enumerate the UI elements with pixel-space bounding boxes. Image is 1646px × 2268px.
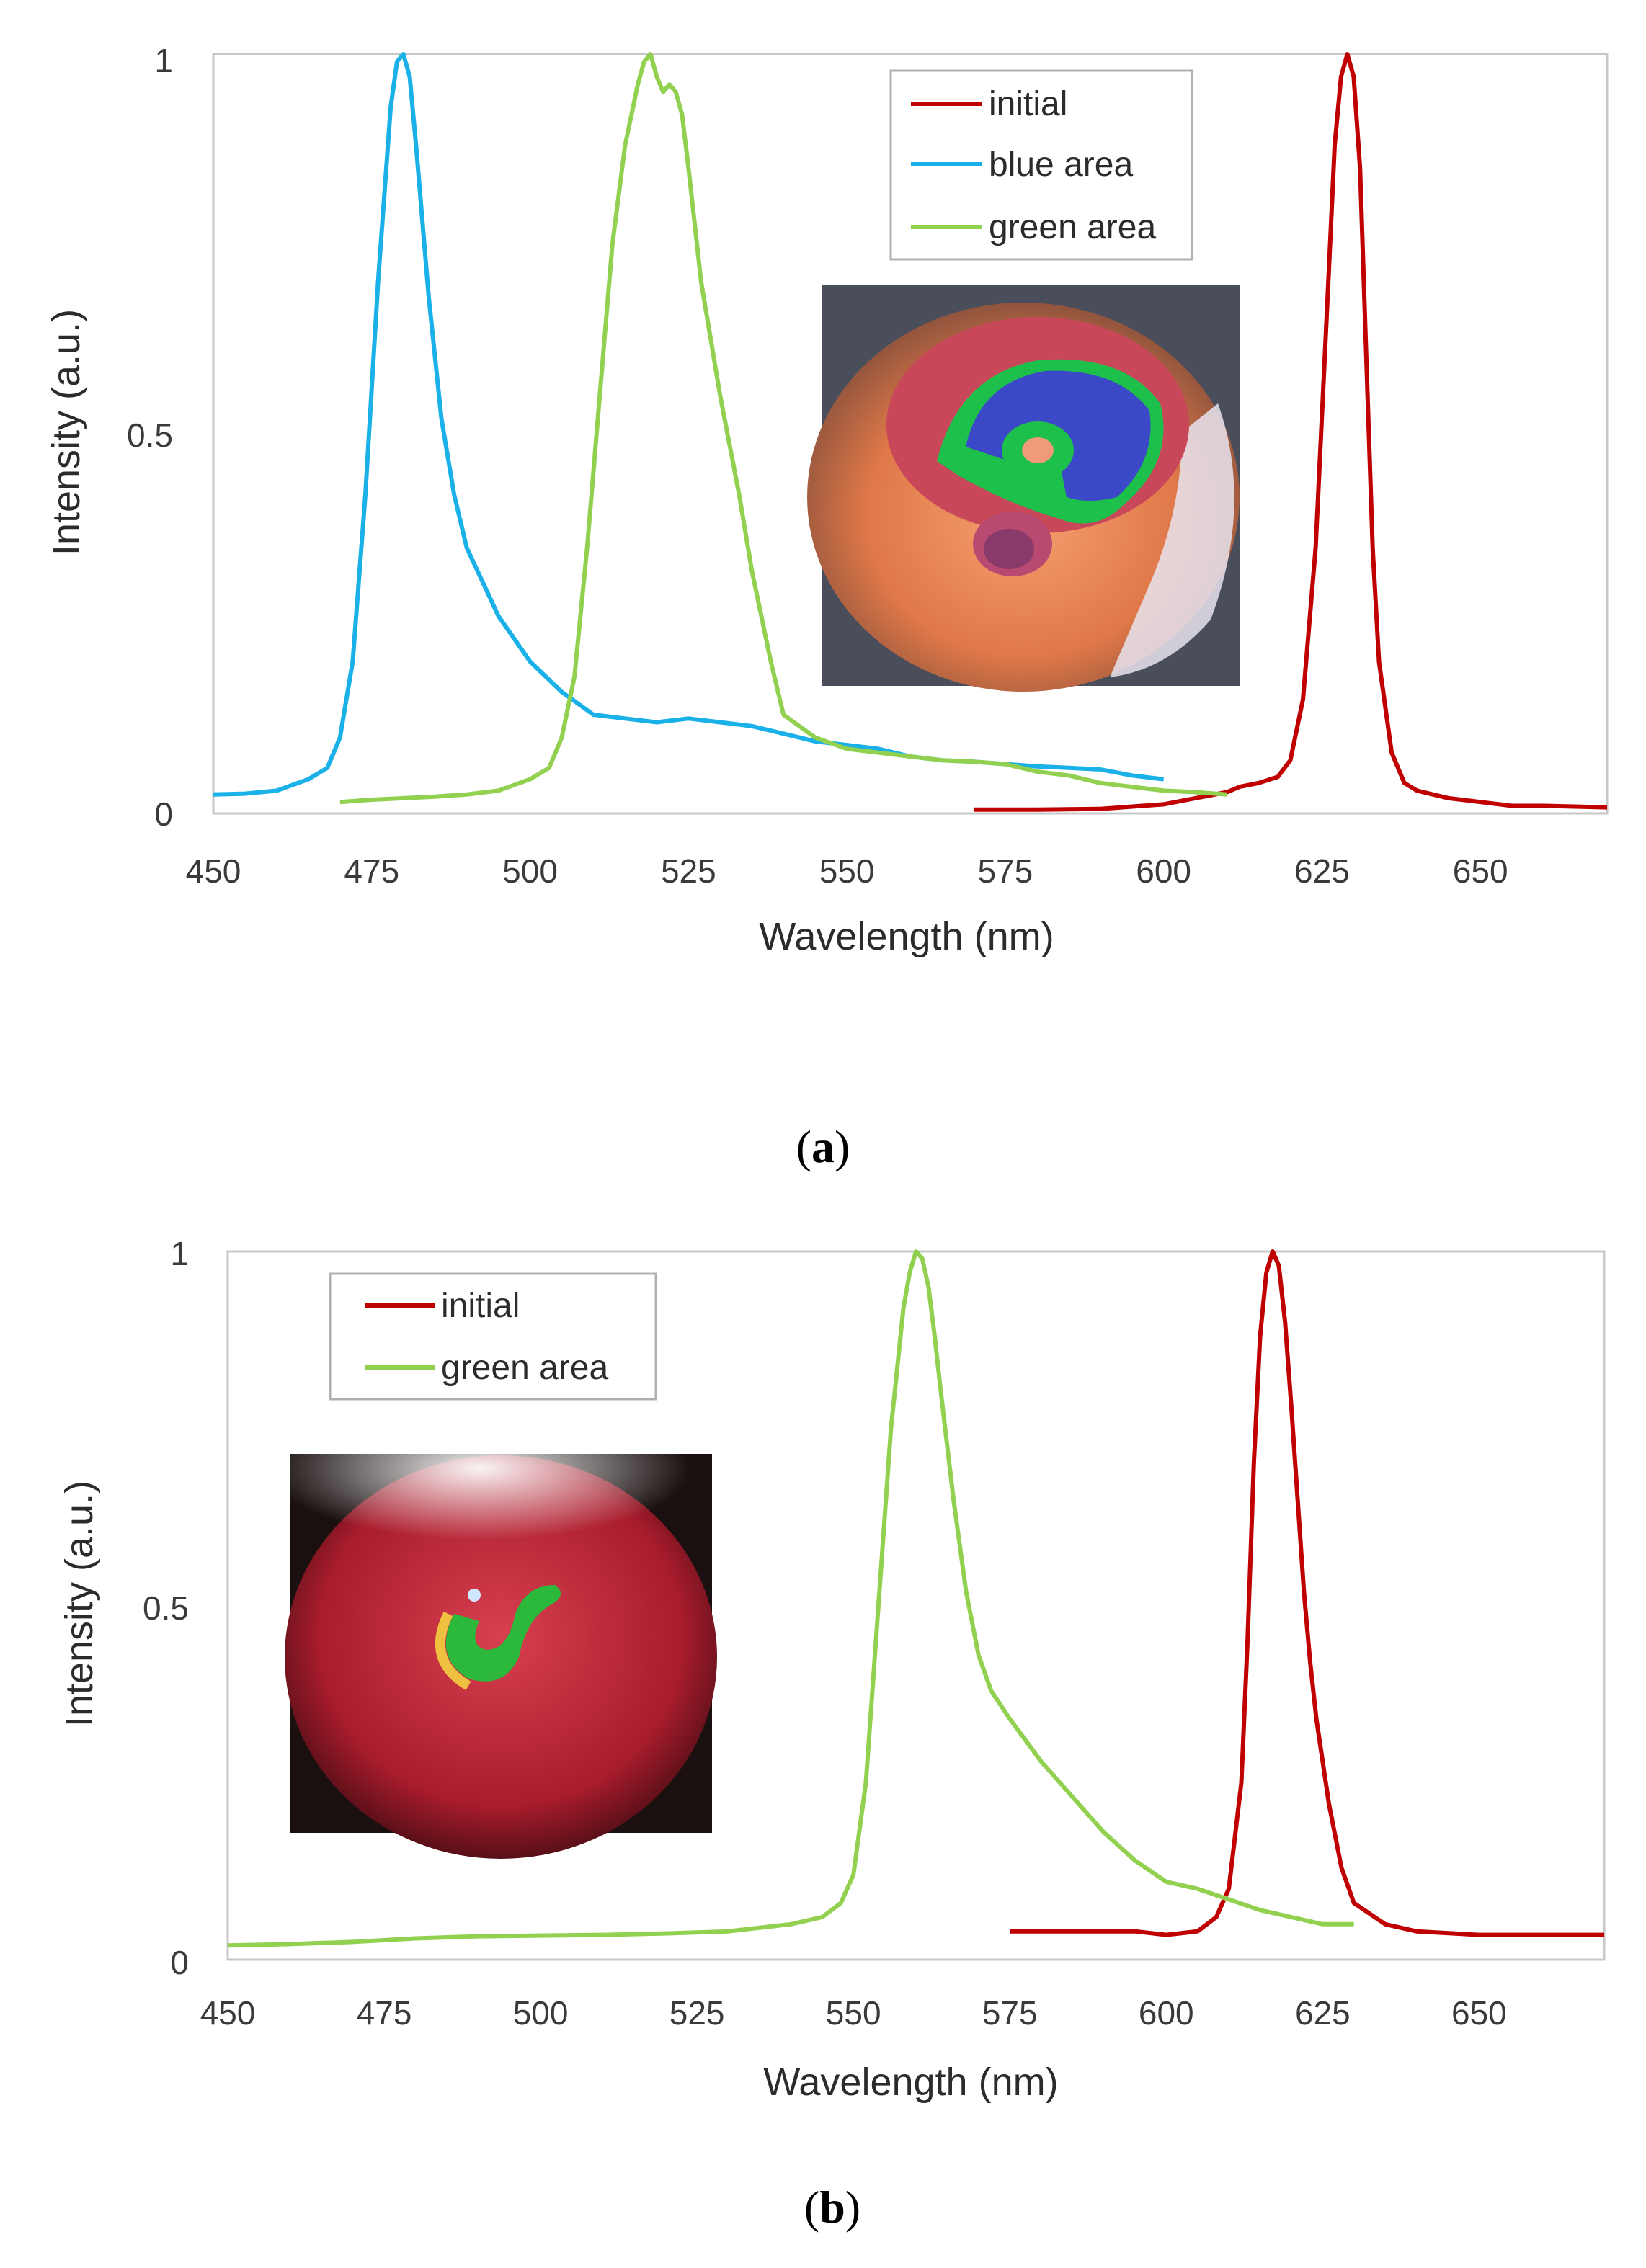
caption-a: (a) <box>796 1121 850 1172</box>
panel-a: 0 0.5 1 450 475 500 525 550 575 600 625 650 Wave… <box>45 42 1609 1172</box>
x-tick-b-450: 450 <box>200 1994 256 2032</box>
x-tick-a-575: 575 <box>977 852 1033 890</box>
x-tick-a-475: 475 <box>344 852 399 890</box>
x-tick-a-500: 500 <box>502 852 558 890</box>
y-tick-a-1: 0.5 <box>127 416 173 454</box>
legend-label-b-initial: initial <box>441 1287 520 1325</box>
x-tick-labels-a: 450 475 500 525 550 575 600 625 650 <box>186 852 1508 890</box>
y-tick-b-0: 0 <box>170 1944 189 1981</box>
legend-label-a-blue: blue area <box>989 146 1133 184</box>
caption-b: (b) <box>804 2182 860 2233</box>
x-tick-a-650: 650 <box>1453 852 1508 890</box>
panel-b: 0 0.5 1 450 475 500 525 550 575 600 625 650 Wave… <box>58 1235 1606 2233</box>
series-line-b-initial <box>1010 1249 1604 1937</box>
legend-b: initial green area <box>329 1272 657 1401</box>
x-tick-b-600: 600 <box>1139 1994 1194 2032</box>
inset-photo-b <box>285 1454 717 1859</box>
x-tick-b-575: 575 <box>982 1994 1038 2032</box>
x-tick-b-650: 650 <box>1451 1994 1507 2032</box>
x-tick-a-450: 450 <box>186 852 241 890</box>
legend-label-a-green: green area <box>989 208 1156 246</box>
x-tick-a-625: 625 <box>1294 852 1350 890</box>
y-tick-a-0: 0 <box>154 795 173 833</box>
y-tick-b-2: 1 <box>170 1235 189 1272</box>
legend-label-b-green: green area <box>441 1349 608 1387</box>
y-tick-labels-b: 0 0.5 1 <box>143 1235 189 1981</box>
x-tick-a-600: 600 <box>1136 852 1191 890</box>
inset-photo-a <box>807 285 1240 692</box>
y-tick-b-1: 0.5 <box>143 1589 189 1627</box>
series-group-b <box>227 1249 1604 1948</box>
x-tick-b-475: 475 <box>357 1994 412 2032</box>
y-tick-labels-a: 0 0.5 1 <box>127 42 173 833</box>
legend-label-a-initial: initial <box>989 85 1067 123</box>
x-tick-labels-b: 450 475 500 525 550 575 600 625 650 <box>200 1994 1507 2032</box>
legend-box-b <box>329 1272 657 1401</box>
x-axis-label-b: Wavelength (nm) <box>763 2061 1058 2104</box>
x-tick-a-525: 525 <box>661 852 716 890</box>
x-axis-label-a: Wavelength (nm) <box>759 915 1054 958</box>
x-tick-a-550: 550 <box>819 852 875 890</box>
y-tick-a-2: 1 <box>154 42 173 79</box>
y-axis-label-a: Intensity (a.u.) <box>45 309 88 555</box>
series-line-a-green-area <box>339 52 1227 805</box>
series-group-a <box>213 52 1608 812</box>
legend-a: initial blue area green area <box>889 69 1193 261</box>
x-tick-b-625: 625 <box>1295 1994 1351 2032</box>
series-line-b-green-area <box>227 1249 1354 1948</box>
x-tick-b-550: 550 <box>826 1994 881 2032</box>
x-tick-b-500: 500 <box>513 1994 569 2032</box>
x-tick-b-525: 525 <box>669 1994 725 2032</box>
y-axis-label-b: Intensity (a.u.) <box>58 1481 101 1727</box>
